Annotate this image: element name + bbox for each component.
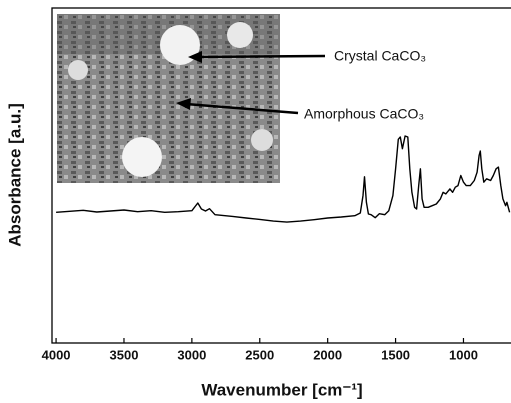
plot-frame: [51, 7, 511, 344]
spectrum-line: [56, 135, 511, 223]
x-tick-label: 3500: [110, 347, 139, 362]
inset-image: [57, 14, 280, 183]
annotation: Crystal CaCO₃: [334, 48, 426, 64]
x-tick-label: 1000: [449, 347, 478, 362]
annotation: Amorphous CaCO₃: [304, 106, 424, 122]
x-tick-label: 3000: [177, 347, 206, 362]
x-tick-label: 4000: [42, 347, 71, 362]
arrows: [176, 51, 326, 115]
y-axis-title: Absorbance [a.u.]: [5, 103, 24, 247]
x-tick-label: 2000: [313, 347, 342, 362]
x-tick-label: 2500: [245, 347, 274, 362]
x-axis-title: Wavenumber [cm⁻¹]: [201, 380, 362, 399]
x-tick-label: 1500: [381, 347, 410, 362]
